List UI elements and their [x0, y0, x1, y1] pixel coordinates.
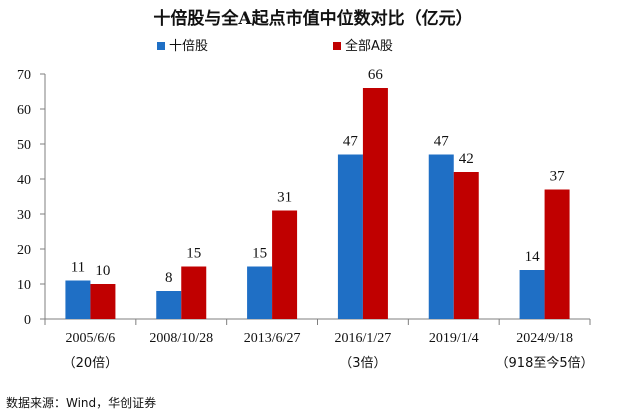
bar-tenbagger — [65, 280, 91, 319]
data-labels: 11 10 8 15 15 31 47 66 47 42 14 37 — [71, 67, 565, 286]
data-label: 15 — [186, 246, 201, 262]
y-tick-label: 30 — [17, 208, 31, 223]
data-label: 66 — [368, 67, 384, 83]
bar-all-a-shares — [544, 189, 570, 319]
bar-all-a-shares — [453, 172, 479, 319]
y-tick-label: 20 — [17, 243, 31, 258]
axes: 0 10 20 30 40 50 60 70 2005/6/6 （20倍） 2008/10/28 20… — [17, 68, 594, 371]
bar-all-a-shares — [181, 266, 207, 319]
data-label: 15 — [252, 246, 267, 262]
data-label: 31 — [277, 190, 292, 206]
source-note: 数据来源：Wind，华创证券 — [6, 395, 156, 410]
data-label: 10 — [95, 263, 110, 279]
y-tick-label: 60 — [17, 103, 31, 118]
y-tick-label: 50 — [17, 138, 31, 153]
bar-all-a-shares — [272, 210, 298, 319]
data-label: 47 — [343, 134, 359, 150]
bar-tenbagger — [156, 291, 182, 319]
data-label: 37 — [550, 169, 566, 185]
x-tick-label: 2024/9/18 — [516, 331, 573, 346]
bar-tenbagger — [428, 154, 454, 319]
legend-label-2: 全部A股 — [345, 38, 393, 54]
data-label: 47 — [434, 134, 450, 150]
x-category-note: （20倍） — [63, 356, 119, 371]
x-tick-label: 2019/1/4 — [429, 331, 479, 346]
bar-tenbagger — [337, 154, 363, 319]
y-tick-label: 40 — [17, 173, 31, 188]
x-tick-label: 2016/1/27 — [335, 331, 392, 346]
x-tick-label: 2013/6/27 — [244, 331, 301, 346]
y-tick-label: 70 — [17, 68, 31, 83]
x-category-note: （3倍） — [339, 356, 386, 371]
bar-all-a-shares — [362, 88, 388, 319]
bar-tenbagger — [519, 270, 545, 319]
x-tick-label: 2008/10/28 — [149, 331, 213, 346]
bar-tenbagger — [247, 266, 273, 319]
y-tick-label: 10 — [17, 278, 31, 293]
legend-label-1: 十倍股 — [169, 39, 208, 54]
y-tick-label: 0 — [24, 313, 31, 328]
data-label: 14 — [525, 249, 541, 265]
data-label: 8 — [165, 270, 173, 286]
bars — [65, 88, 570, 319]
bar-all-a-shares — [90, 284, 116, 319]
x-tick-label: 2005/6/6 — [66, 331, 116, 346]
x-category-note: （918至今5倍） — [496, 355, 594, 371]
legend-swatch-2 — [333, 42, 341, 50]
data-label: 42 — [459, 151, 474, 167]
legend: 十倍股 全部A股 — [157, 38, 393, 54]
data-label: 11 — [71, 260, 85, 276]
legend-swatch-1 — [157, 42, 165, 50]
chart-title: 十倍股与全A起点市值中位数对比（亿元） — [153, 8, 472, 29]
